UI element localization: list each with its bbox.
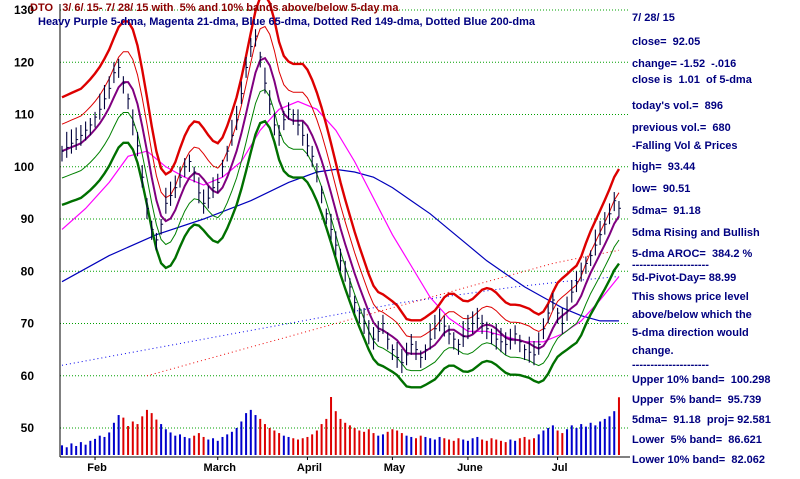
volume-bars xyxy=(61,397,620,455)
pivot-note-1: This shows price level xyxy=(632,291,749,303)
divider-2: --------------------- xyxy=(632,359,709,371)
y-tick-label: 80 xyxy=(21,264,35,278)
pivot-note-3: 5-dma direction would xyxy=(632,327,749,339)
lower-10pct-band xyxy=(61,119,620,389)
5dma-aroc: 5-dma AROC= 384.2 % xyxy=(632,248,753,260)
y-tick-label: 70 xyxy=(21,317,35,331)
5dma-trend-note: 5dma Rising and Bullish xyxy=(632,227,760,239)
5dma-proj: 5dma= 91.18 proj= 92.581 xyxy=(632,414,771,426)
y-axis-labels: 130 120 110 100 90 80 70 60 50 xyxy=(14,3,34,435)
y-tick-label: 120 xyxy=(14,55,34,69)
low-value: low= 90.51 xyxy=(632,183,691,195)
divider-1: --------------------- xyxy=(632,259,709,271)
5dma-value: 5dma= 91.18 xyxy=(632,205,701,217)
previous-volume: previous vol.= 680 xyxy=(632,122,731,134)
y-tick-label: 90 xyxy=(21,212,35,226)
ma-65-line xyxy=(61,168,619,322)
high-value: high= 93.44 xyxy=(632,161,696,173)
date-label: 7/ 28/ 15 xyxy=(632,12,675,24)
month-label: May xyxy=(384,462,406,474)
month-label: March xyxy=(204,462,237,474)
upper-10-band: Upper 10% band= 100.298 xyxy=(632,374,771,386)
month-label: April xyxy=(297,462,322,474)
volume-trend-note: -Falling Vol & Prices xyxy=(632,140,738,152)
month-label: June xyxy=(457,462,483,474)
change-value: change= -1.52 -.016 xyxy=(632,58,737,70)
lower-5-band: Lower 5% band= 86.621 xyxy=(632,434,762,446)
grid-lines xyxy=(60,9,630,429)
y-tick-label: 100 xyxy=(14,160,34,174)
month-label: Feb xyxy=(87,462,107,474)
month-label: Jul xyxy=(552,462,568,474)
upper-10pct-band xyxy=(61,0,621,322)
pivot-note-4: change. xyxy=(632,345,674,357)
todays-volume: today's vol.= 896 xyxy=(632,100,723,112)
price-bars xyxy=(61,29,621,374)
pivot-note-2: above/below which the xyxy=(632,309,752,321)
pivot-day: 5d-Pivot-Day= 88.99 xyxy=(632,272,737,284)
lower-10-band: Lower 10% band= 82.062 xyxy=(632,454,765,466)
y-tick-label: 60 xyxy=(21,369,35,383)
upper-5-band: Upper 5% band= 95.739 xyxy=(632,394,762,406)
stats-panel: 7/ 28/ 15 close= 92.05 change= -1.52 -.016… xyxy=(632,0,800,479)
ma-5-line xyxy=(61,56,620,355)
chart-title: DTO 3/ 6/ 15- 7/ 28/ 15 with 5% and 10% … xyxy=(30,2,399,14)
y-tick-label: 130 xyxy=(14,3,34,17)
upper-5pct-band xyxy=(61,25,620,338)
y-tick-label: 50 xyxy=(21,421,35,435)
y-tick-label: 110 xyxy=(15,108,35,122)
close-vs-5dma: close is 1.01 of 5-dma xyxy=(632,74,752,86)
ma-200-line xyxy=(61,276,620,366)
close-value: close= 92.05 xyxy=(632,36,701,48)
x-axis-labels: Feb March April May June Jul xyxy=(87,457,568,474)
chart-legend-text: Heavy Purple 5-dma, Magenta 21-dma, Blue… xyxy=(38,16,535,28)
ma-21-line xyxy=(61,100,620,343)
axes xyxy=(59,4,630,458)
